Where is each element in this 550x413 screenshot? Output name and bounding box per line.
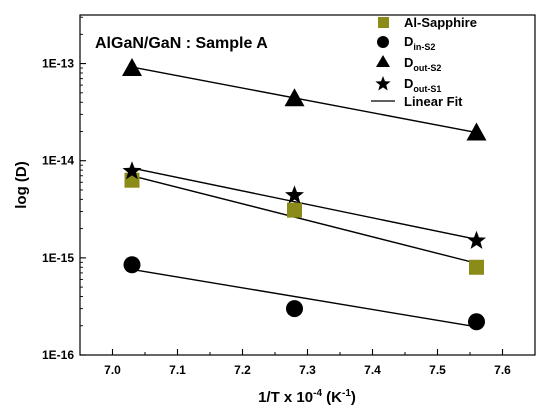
x-axis-label-unit-exponent: -1 (342, 388, 351, 399)
legend-label-al-sapphire: Al-Sapphire (404, 15, 477, 30)
chart-title: AlGaN/GaN : Sample A (95, 35, 268, 52)
y-axis-ticks: 1E-16 1E-15 1E-14 1E-13 (42, 16, 86, 362)
data-point-triangle-0 (122, 58, 142, 77)
data-point-triangle-2 (466, 122, 487, 141)
legend-circle-icon (377, 36, 389, 48)
x-axis-label-unit-close: ) (351, 389, 356, 406)
data-point-circle-0 (123, 256, 141, 274)
legend-label-d-in-s2-main: D (404, 34, 413, 49)
data-point-square-2 (469, 259, 484, 275)
x-axis-label-unit-open: (K (322, 389, 342, 406)
y-tick-label: 1E-16 (42, 348, 74, 362)
fit-line-1-circle (131, 268, 477, 328)
chart-marks (122, 58, 487, 331)
x-tick-label: 7.1 (169, 363, 186, 377)
legend-square-icon (378, 17, 389, 28)
legend-label-d-out-s2: Dout-S2 (404, 55, 441, 73)
data-point-circle-1 (286, 300, 303, 318)
y-tick-label: 1E-15 (42, 251, 74, 265)
legend-label-d-in-s2: Din-S2 (404, 34, 435, 52)
legend-label-d-out-s2-sub: out-S2 (413, 63, 441, 73)
fit-line-3-star (131, 167, 477, 241)
legend-label-d-out-s1-sub: out-S1 (413, 84, 441, 94)
fit-line-0-square (131, 175, 477, 264)
x-tick-label: 7.2 (234, 363, 251, 377)
data-point-circle-2 (468, 313, 485, 331)
x-axis-ticks: 7.0 7.1 7.2 7.3 7.4 7.5 7.6 (104, 349, 511, 377)
x-tick-label: 7.3 (299, 363, 316, 377)
legend-triangle-icon (376, 55, 390, 67)
legend-star-icon (375, 76, 391, 91)
legend-label-d-out-s2-main: D (404, 55, 413, 70)
legend: Al-Sapphire Din-S2 Dout-S2 Dout-S1 Linea… (371, 15, 477, 109)
data-point-star-0 (122, 161, 142, 180)
y-tick-label: 1E-14 (42, 154, 74, 168)
legend-label-d-in-s2-sub: in-S2 (413, 42, 435, 52)
x-tick-label: 7.4 (364, 363, 381, 377)
legend-label-d-out-s1: Dout-S1 (404, 76, 441, 94)
x-tick-label: 7.5 (429, 363, 446, 377)
y-axis-label: log (D) (13, 161, 30, 208)
x-tick-label: 7.6 (494, 363, 511, 377)
y-tick-label: 1E-13 (42, 57, 74, 71)
data-point-square-1 (287, 202, 302, 218)
fit-line-2-triangle (131, 66, 477, 134)
legend-label-d-out-s1-main: D (404, 76, 413, 91)
data-point-triangle-1 (284, 88, 305, 107)
x-axis-label: 1/T x 10-4 (K-1) (258, 388, 356, 406)
x-axis-label-main: 1/T x 10 (258, 389, 313, 406)
x-tick-label: 7.0 (104, 363, 121, 377)
x-axis-label-exponent: -4 (313, 388, 322, 399)
data-point-star-2 (466, 230, 487, 249)
data-point-star-1 (284, 185, 305, 204)
legend-label-linear-fit: Linear Fit (404, 94, 463, 109)
